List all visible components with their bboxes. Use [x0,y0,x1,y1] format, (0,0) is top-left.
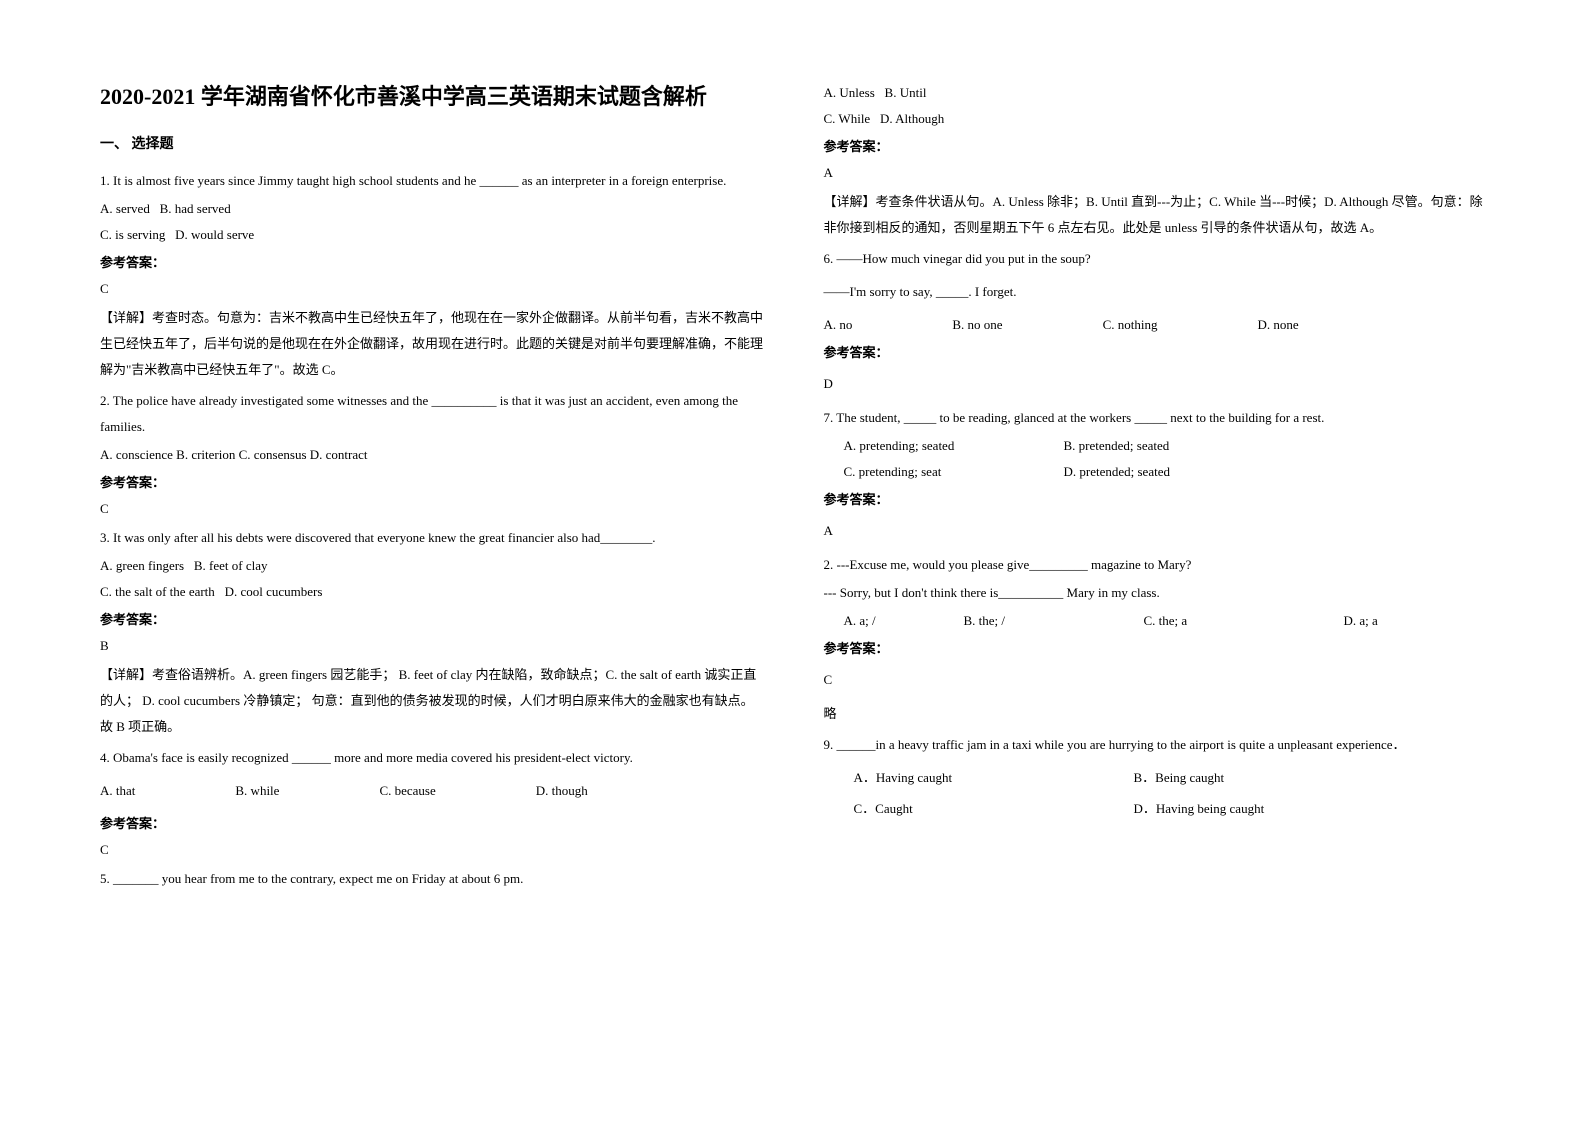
q5-optC: C. While [824,111,871,126]
q3-optB: B. feet of clay [194,558,268,573]
q3-answer-label: 参考答案： [100,607,764,633]
q9-options-line2: C．Caught D．Having being caught [824,796,1488,822]
q9-text: 9. ______in a heavy traffic jam in a tax… [824,732,1488,758]
q8-optA: A. a; / [844,608,964,634]
q2-answer: C [100,496,764,522]
q3-answer: B [100,633,764,659]
q7-optA: A. pretending; seated [844,433,1064,459]
q3-optA: A. green fingers [100,558,184,573]
q7-options-line2: C. pretending; seat D. pretended; seated [824,459,1488,485]
q7-text: 7. The student, _____ to be reading, gla… [824,405,1488,431]
q6-answer: D [824,371,1488,397]
q4-optB: B. while [235,778,279,804]
q8-answer: C [824,667,1488,693]
q3-text: 3. It was only after all his debts were … [100,525,764,551]
q4-answer-label: 参考答案： [100,811,764,837]
q8-optB: B. the; / [964,608,1144,634]
section-heading: 一、 选择题 [100,133,764,153]
q9-optC: C．Caught [854,796,1134,822]
q4-options: A. that B. while C. because D. though [100,778,764,804]
q2-answer-label: 参考答案： [100,470,764,496]
q1-optA: A. served [100,201,150,216]
q9-optB: B．Being caught [1134,765,1225,791]
q6-optB: B. no one [952,312,1002,338]
q5-answer: A [824,160,1488,186]
q4-answer: C [100,837,764,863]
q7-answer-label: 参考答案： [824,487,1488,513]
q7-options-line1: A. pretending; seated B. pretended; seat… [824,433,1488,459]
q4-optA: A. that [100,778,135,804]
q5-options-line2: C. While D. Although [824,106,1488,132]
q2-options: A. conscience B. criterion C. consensus … [100,442,764,468]
q5-optA: A. Unless [824,85,875,100]
q1-explanation: 【详解】考查时态。句意为：吉米不教高中生已经快五年了，他现在在一家外企做翻译。从… [100,305,764,383]
q1-options-line1: A. served B. had served [100,196,764,222]
q3-optC: C. the salt of the earth [100,584,215,599]
q5-optB: B. Until [885,85,927,100]
q5-explanation: 【详解】考查条件状语从句。A. Unless 除非；B. Until 直到---… [824,189,1488,241]
q9-optD: D．Having being caught [1134,796,1265,822]
q1-answer: C [100,276,764,302]
q6-optD: D. none [1258,312,1299,338]
q6-text2: ——I'm sorry to say, _____. I forget. [824,279,1488,305]
q6-optA: A. no [824,312,853,338]
q4-optC: C. because [379,778,435,804]
q1-optB: B. had served [160,201,231,216]
q4-text: 4. Obama's face is easily recognized ___… [100,745,764,771]
q1-text: 1. It is almost five years since Jimmy t… [100,168,764,194]
q1-options-line2: C. is serving D. would serve [100,222,764,248]
q6-text1: 6. ——How much vinegar did you put in the… [824,246,1488,272]
q1-optD: D. would serve [175,227,254,242]
q9-optA: A．Having caught [854,765,1134,791]
q3-optD: D. cool cucumbers [225,584,323,599]
q7-answer: A [824,518,1488,544]
q7-optC: C. pretending; seat [844,459,1064,485]
q3-options-line2: C. the salt of the earth D. cool cucumbe… [100,579,764,605]
q5-text: 5. _______ you hear from me to the contr… [100,866,764,892]
q6-options: A. no B. no one C. nothing D. none [824,312,1488,338]
q9-options-line1: A．Having caught B．Being caught [824,765,1488,791]
q4-optD: D. though [536,778,588,804]
q6-answer-label: 参考答案： [824,340,1488,366]
q2-text: 2. The police have already investigated … [100,388,764,440]
left-column: 2020-2021 学年湖南省怀化市善溪中学高三英语期末试题含解析 一、 选择题… [100,80,764,1042]
q8-optD: D. a; a [1344,608,1378,634]
q3-options-line1: A. green fingers B. feet of clay [100,553,764,579]
page-title: 2020-2021 学年湖南省怀化市善溪中学高三英语期末试题含解析 [100,80,764,113]
q5-optD: D. Although [880,111,944,126]
q8-options: A. a; / B. the; / C. the; a D. a; a [824,608,1488,634]
q8-optC: C. the; a [1144,608,1344,634]
q7-optB: B. pretended; seated [1064,433,1170,459]
q7-optD: D. pretended; seated [1064,459,1170,485]
q3-explanation: 【详解】考查俗语辨析。A. green fingers 园艺能手； B. fee… [100,662,764,740]
q8-explanation: 略 [824,701,1488,727]
q8-answer-label: 参考答案： [824,636,1488,662]
q5-options-line1: A. Unless B. Until [824,80,1488,106]
q8-text2: --- Sorry, but I don't think there is___… [824,580,1488,606]
right-column: A. Unless B. Until C. While D. Although … [824,80,1488,1042]
q8-text1: 2. ---Excuse me, would you please give__… [824,552,1488,578]
q5-answer-label: 参考答案： [824,134,1488,160]
q1-optC: C. is serving [100,227,165,242]
q1-answer-label: 参考答案： [100,250,764,276]
q6-optC: C. nothing [1103,312,1158,338]
